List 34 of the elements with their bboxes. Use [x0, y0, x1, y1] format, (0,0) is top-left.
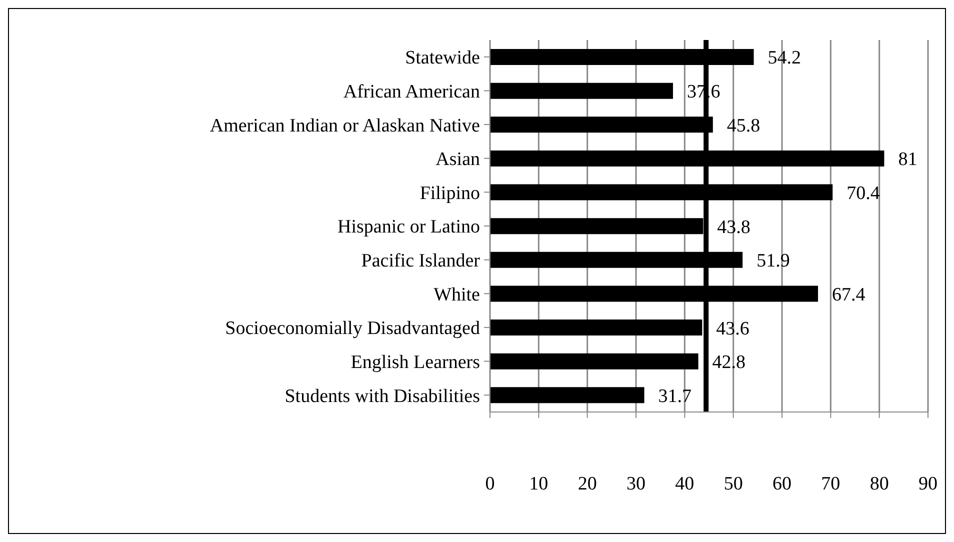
data-label: 45.8 [726, 115, 760, 136]
data-label: 43.8 [717, 216, 750, 238]
x-tick-label: 30 [626, 473, 646, 494]
x-tick-label: 40 [675, 473, 694, 494]
x-tick-label: 70 [821, 473, 840, 494]
y-tick-label: African American [343, 81, 480, 102]
data-label: 51.9 [756, 250, 790, 272]
bar [490, 353, 698, 370]
x-tick-label: 60 [772, 473, 792, 494]
y-tick-label: Pacific Islander [361, 250, 481, 272]
x-tick-label: 90 [918, 473, 938, 494]
x-tick-label: 20 [578, 473, 597, 494]
x-tick-label: 10 [529, 473, 548, 494]
y-tick-label: English Learners [350, 352, 480, 374]
x-tick-label: 0 [485, 473, 495, 494]
data-label: 70.4 [846, 183, 880, 204]
data-label: 81 [898, 149, 918, 170]
bar [490, 387, 644, 404]
y-tick-label: Socioeconomially Disadvantaged [225, 318, 480, 340]
y-tick-label: Statewide [405, 48, 480, 69]
data-label: 43.6 [716, 318, 750, 340]
data-label: 54.2 [768, 48, 802, 69]
y-tick-label: White [434, 284, 480, 306]
y-tick-label: Asian [436, 149, 480, 170]
x-tick-label: 80 [870, 473, 889, 494]
data-label: 31.7 [658, 386, 692, 407]
x-tick-label: 50 [724, 473, 743, 494]
y-tick-label: Filipino [420, 182, 480, 204]
y-tick-label: Students with Disabilities [284, 386, 480, 407]
y-tick-label: American Indian or Alaskan Native [210, 115, 480, 136]
data-label: 67.4 [832, 284, 866, 306]
y-tick-label: Hispanic or Latino [338, 216, 480, 238]
data-label: 42.8 [712, 352, 746, 374]
bar [490, 82, 673, 99]
